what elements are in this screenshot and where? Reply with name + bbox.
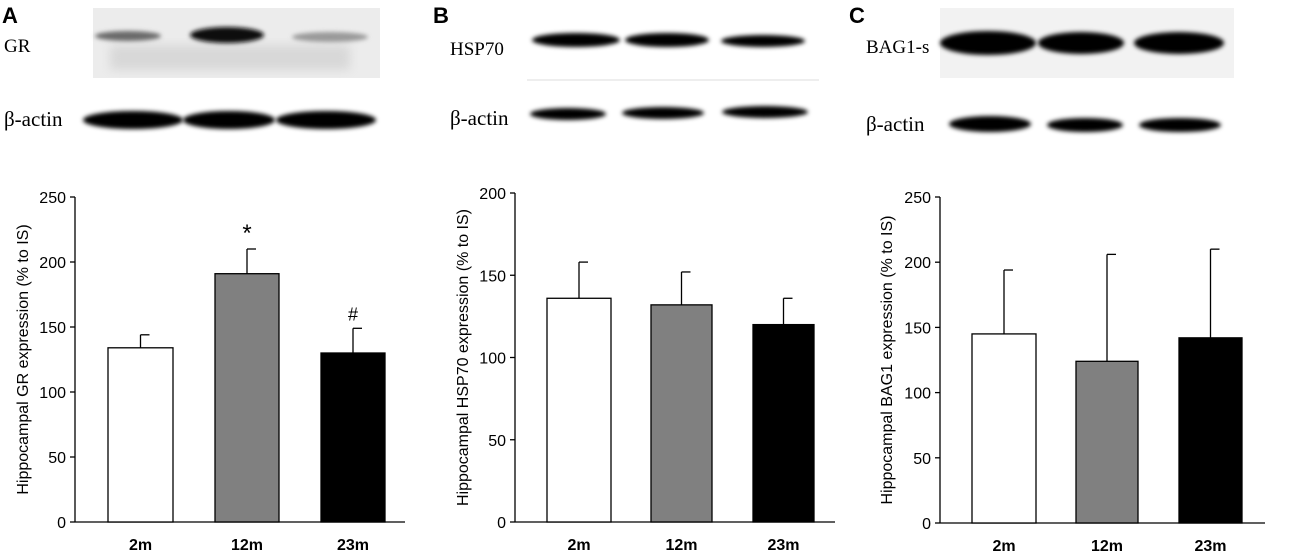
blot-control-label: β-actin (450, 106, 509, 130)
x-tick-label: 12m (231, 537, 263, 554)
y-axis-label: Hippocampal BAG1 expression (% to IS) (879, 215, 896, 504)
blot-band (940, 31, 1036, 55)
y-tick-label: 100 (904, 386, 931, 403)
blot-control-label: β-actin (4, 107, 63, 131)
blot-band (190, 27, 264, 43)
panel-letter-b: B (433, 3, 449, 28)
y-axis-label: Hippocampal HSP70 expression (% to IS) (455, 209, 472, 506)
x-tick-label: 23m (1194, 538, 1226, 555)
blot-band (532, 33, 620, 47)
panel-b: B HSP70 β-actin 0 50 100 150 200 Hippocampal … (433, 3, 835, 554)
chart-a: 0 50 100 150 200 250 Hippocampal GR expression… (15, 190, 405, 554)
y-tick-label: 50 (913, 451, 931, 468)
y-tick-label: 100 (39, 385, 66, 402)
y-tick-label: 100 (479, 351, 506, 368)
panel-a: A GR β-actin 0 50 100 150 200 250 Hippocampal … (2, 3, 405, 554)
bar-23m (752, 323, 815, 523)
blot-band (83, 111, 183, 129)
blot-band (622, 107, 704, 119)
blot-control-label: β-actin (866, 112, 925, 136)
y-tick-label: 50 (48, 450, 66, 467)
significance-marker: # (348, 304, 358, 324)
blot-band (625, 33, 709, 47)
blot-band (276, 111, 376, 129)
panel-letter-a: A (2, 3, 18, 28)
y-tick-label: 200 (904, 255, 931, 272)
y-tick-label: 250 (904, 190, 931, 207)
y-tick-label: 50 (488, 433, 506, 450)
chart-b: 0 50 100 150 200 Hippocampal HSP70 expression… (455, 186, 835, 554)
blot-band (1047, 118, 1123, 132)
blot-b: HSP70 β-actin (450, 8, 819, 130)
y-tick-label: 0 (497, 515, 506, 532)
blot-band (721, 35, 805, 47)
bar-2m (971, 333, 1037, 524)
y-tick-label: 150 (39, 320, 66, 337)
x-tick-label: 23m (337, 537, 369, 554)
blot-band (530, 108, 606, 120)
panel-c: C BAG1-s β-actin 0 50 100 150 200 250 Hippocam… (849, 3, 1265, 555)
bar-2m (546, 297, 612, 523)
blot-band (1139, 118, 1221, 132)
y-tick-label: 0 (57, 515, 66, 532)
y-axis-label: Hippocampal GR expression (% to IS) (15, 224, 32, 494)
x-tick-label: 12m (665, 537, 697, 554)
blot-band (183, 111, 275, 129)
y-tick-label: 200 (479, 186, 506, 203)
bar-23m (320, 352, 386, 523)
x-tick-label: 2m (992, 538, 1015, 555)
blot-band (949, 116, 1031, 132)
blot-target-label: GR (4, 36, 31, 57)
x-tick-label: 23m (767, 537, 799, 554)
y-tick-label: 150 (904, 320, 931, 337)
blot-band (292, 32, 368, 42)
blot-target-label: HSP70 (450, 39, 504, 60)
significance-marker: * (242, 220, 251, 247)
blot-band (722, 106, 808, 118)
y-tick-label: 150 (479, 268, 506, 285)
y-tick-label: 0 (922, 516, 931, 533)
blot-target-label: BAG1-s (866, 37, 929, 58)
x-tick-label: 2m (129, 537, 152, 554)
bar-23m (1178, 337, 1243, 524)
chart-c: 0 50 100 150 200 250 Hippocampal BAG1 expressi… (879, 190, 1265, 555)
panel-letter-c: C (849, 3, 865, 28)
y-tick-label: 250 (39, 190, 66, 207)
bar-2m (107, 347, 174, 523)
blot-strip-haze (110, 45, 350, 70)
blot-band (95, 31, 161, 41)
bar-12m (650, 304, 713, 523)
bar-12m (1075, 360, 1139, 524)
bar-12m (214, 273, 280, 523)
x-tick-label: 12m (1091, 538, 1123, 555)
blot-a: GR β-actin (4, 8, 380, 131)
blot-band (1134, 32, 1224, 54)
y-tick-label: 200 (39, 255, 66, 272)
blot-c: BAG1-s β-actin (866, 8, 1234, 136)
blot-band (1038, 32, 1124, 54)
x-tick-label: 2m (567, 537, 590, 554)
